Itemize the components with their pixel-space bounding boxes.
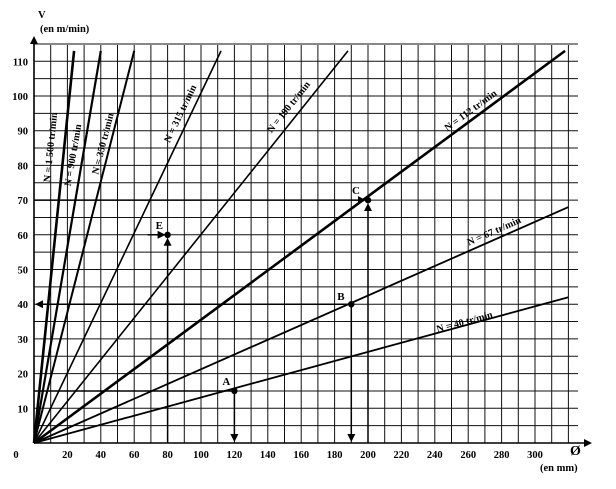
annotation-point bbox=[164, 231, 171, 238]
series-line bbox=[33, 50, 222, 444]
annotation-point bbox=[231, 387, 238, 395]
x-tick-label: 160 bbox=[293, 450, 309, 461]
y-tick-label: 110 bbox=[13, 57, 28, 68]
annotation-point bbox=[348, 301, 355, 308]
annotation-point bbox=[364, 196, 372, 204]
series-line bbox=[33, 50, 136, 444]
series-label: N = 1 500 tr/min bbox=[42, 112, 60, 183]
annotation-label: E bbox=[156, 220, 163, 232]
x-tick-label: 260 bbox=[460, 450, 476, 461]
x-tick-label: 60 bbox=[129, 450, 140, 461]
x-tick-label: 280 bbox=[494, 450, 510, 461]
y-tick-label: 40 bbox=[18, 300, 29, 311]
series-line bbox=[33, 49, 566, 445]
x-tick-label: 140 bbox=[260, 450, 276, 461]
annotation-points: A B C E bbox=[156, 185, 372, 395]
annotation-label: B bbox=[337, 291, 345, 303]
x-tick-label: 240 bbox=[427, 450, 443, 461]
axes bbox=[30, 36, 592, 447]
x-axis-unit: (en mm) bbox=[540, 463, 578, 474]
x-tick-label: 100 bbox=[193, 450, 209, 461]
y-tick-label: 60 bbox=[18, 231, 29, 242]
tick-labels: 0 20 40 60 80 100 120 140 160 180 200 220 240 260 280 3… bbox=[12, 57, 543, 461]
x-tick-label: 180 bbox=[327, 450, 343, 461]
y-tick-label: 10 bbox=[18, 404, 29, 415]
series-line bbox=[33, 206, 569, 444]
x-tick-label: 200 bbox=[360, 450, 376, 461]
x-tick-label: 300 bbox=[527, 450, 543, 461]
grid bbox=[34, 43, 578, 443]
x-tick-label: 40 bbox=[96, 450, 107, 461]
series-line bbox=[32, 50, 102, 444]
series-label: N = 350 tr/min bbox=[90, 112, 116, 176]
y-tick-label: 100 bbox=[12, 92, 28, 103]
y-tick-label: 70 bbox=[18, 196, 29, 207]
y-tick-label: 90 bbox=[18, 127, 29, 138]
y-axis-title: V bbox=[38, 10, 46, 21]
y-tick-label: 30 bbox=[18, 335, 29, 346]
guide-arrows bbox=[34, 196, 372, 443]
annotation-label: C bbox=[352, 185, 360, 197]
x-tick-label: 220 bbox=[394, 450, 410, 461]
series-label: N = 190 tr/min bbox=[265, 79, 313, 135]
annotation-label: A bbox=[222, 376, 230, 388]
x-tick-label: 120 bbox=[227, 450, 243, 461]
y-tick-label: 20 bbox=[18, 370, 29, 381]
series-line bbox=[33, 296, 569, 444]
series-label: N = 40 tr/min bbox=[435, 309, 494, 335]
series-line bbox=[32, 50, 76, 444]
y-axis-unit: (en m/min) bbox=[40, 24, 90, 35]
x-tick-label: 20 bbox=[62, 450, 73, 461]
x-tick-label: 80 bbox=[162, 450, 173, 461]
x-axis-title: Ø bbox=[570, 444, 581, 459]
x-tick-label: 0 bbox=[13, 450, 18, 461]
y-tick-label: 50 bbox=[18, 266, 29, 277]
series-line bbox=[33, 50, 349, 444]
y-tick-label: 80 bbox=[18, 161, 29, 172]
